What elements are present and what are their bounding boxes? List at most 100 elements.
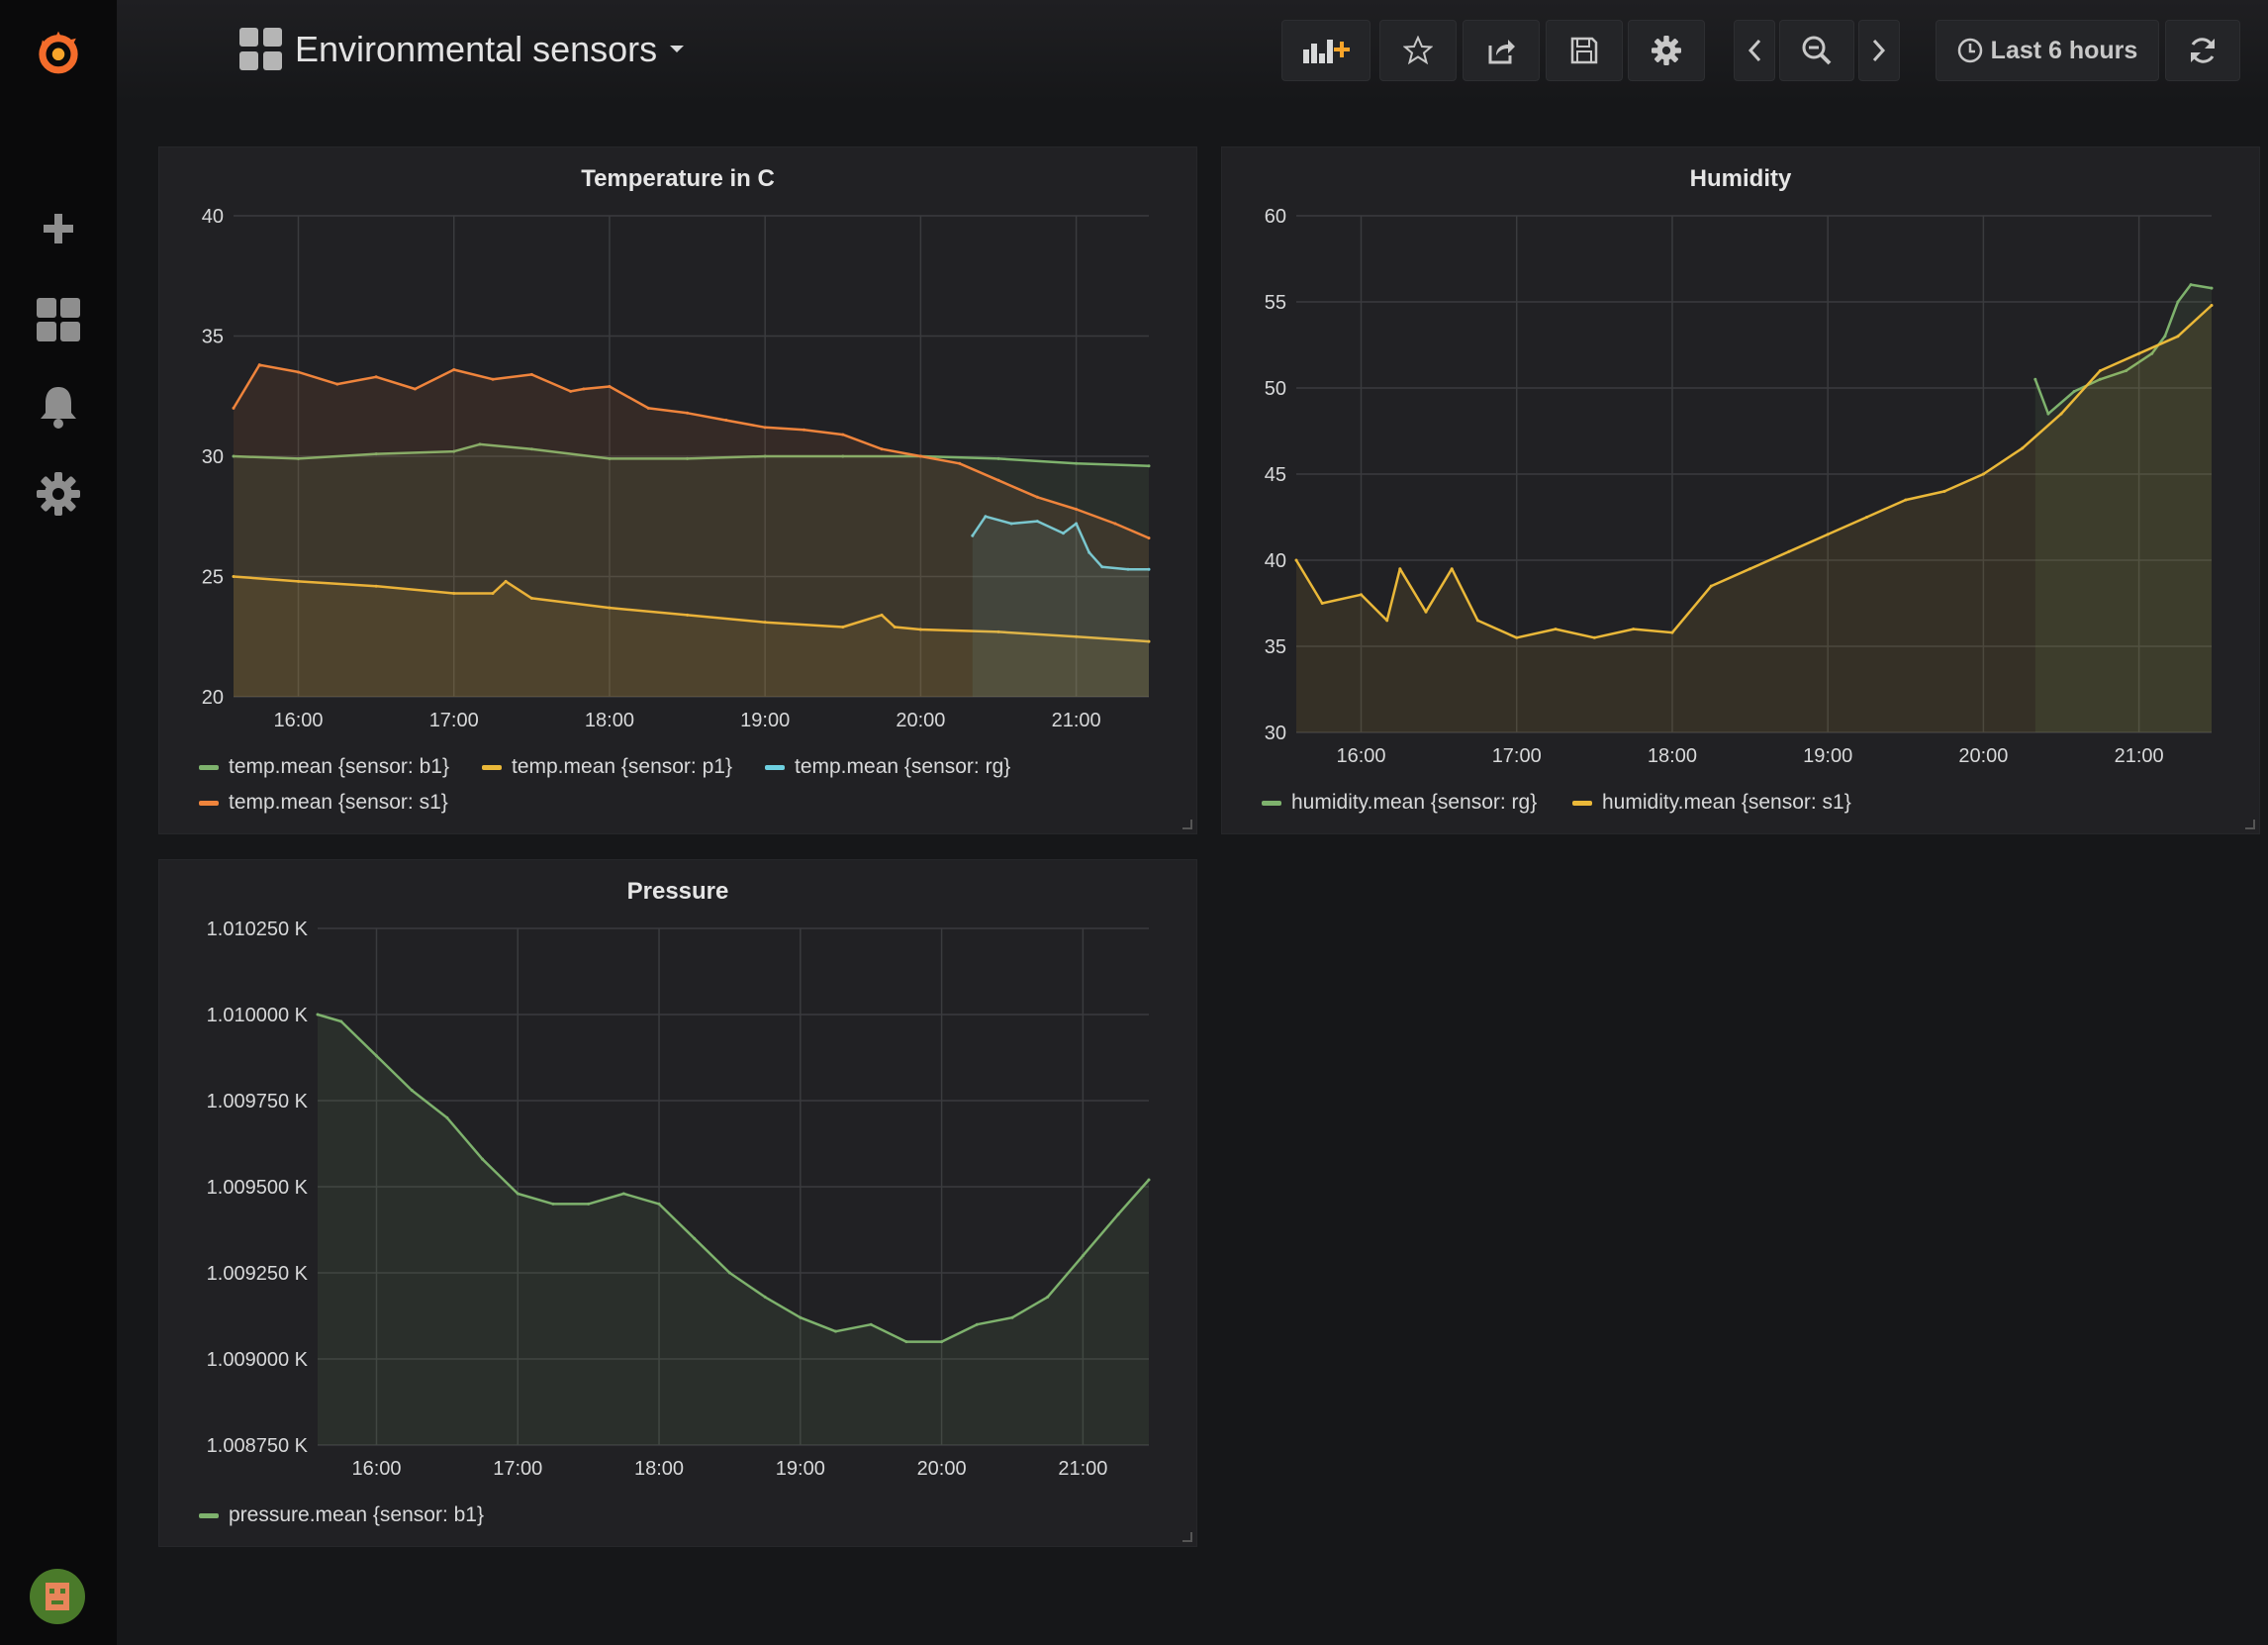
humidity-chart[interactable]: 30 35 40 45 50 55 60 16:00 17:00 18:00 19:00 20:00 2… bbox=[1222, 147, 2261, 781]
series-line[interactable] bbox=[971, 515, 1149, 571]
series-area bbox=[972, 516, 1149, 697]
data-point bbox=[727, 1271, 731, 1275]
data-point bbox=[232, 575, 236, 578]
data-point bbox=[841, 433, 845, 436]
data-point bbox=[880, 613, 884, 617]
time-forward-button[interactable] bbox=[1858, 20, 1900, 81]
y-tick-label: 55 bbox=[1265, 292, 1286, 314]
settings-button[interactable] bbox=[1628, 20, 1705, 81]
data-point bbox=[374, 375, 378, 379]
data-point bbox=[374, 1054, 378, 1058]
resize-handle[interactable] bbox=[1182, 820, 1192, 829]
data-point bbox=[996, 456, 1000, 460]
bell-icon[interactable] bbox=[34, 382, 83, 432]
caret-down-icon bbox=[670, 46, 685, 52]
legend-label: temp.mean {sensor: b1} bbox=[229, 755, 449, 778]
data-point bbox=[452, 449, 456, 453]
data-point bbox=[1424, 610, 1428, 614]
data-point bbox=[410, 1089, 414, 1093]
data-point bbox=[802, 428, 805, 432]
data-point bbox=[491, 377, 495, 381]
data-point bbox=[841, 626, 845, 629]
x-tick-label: 21:00 bbox=[1052, 710, 1101, 731]
y-tick-label: 30 bbox=[1265, 723, 1286, 744]
gear-icon bbox=[1652, 36, 1681, 65]
data-point bbox=[869, 1322, 873, 1326]
data-point bbox=[516, 1192, 520, 1196]
refresh-button[interactable] bbox=[2165, 20, 2240, 81]
legend-item[interactable]: temp.mean {sensor: p1} bbox=[482, 755, 732, 779]
panel-title[interactable]: Temperature in C bbox=[581, 165, 775, 192]
time-range-picker[interactable]: Last 6 hours bbox=[1936, 20, 2159, 81]
data-point bbox=[2072, 389, 2076, 393]
series-line[interactable] bbox=[232, 363, 1150, 539]
resize-handle[interactable] bbox=[2245, 820, 2255, 829]
data-point bbox=[445, 1115, 449, 1119]
legend-item[interactable]: pressure.mean {sensor: b1} bbox=[199, 1503, 484, 1527]
add-panel-icon bbox=[1303, 40, 1350, 63]
y-tick-label: 45 bbox=[1265, 464, 1286, 486]
y-tick-label: 1.008750 K bbox=[207, 1435, 309, 1457]
x-tick-label: 18:00 bbox=[634, 1458, 684, 1480]
grafana-logo-icon[interactable] bbox=[34, 28, 83, 77]
series-area bbox=[318, 1015, 1149, 1445]
data-point bbox=[940, 1340, 944, 1344]
add-panel-button[interactable] bbox=[1281, 20, 1370, 81]
pressure-chart[interactable]: 1.008750 K 1.009000 K 1.009250 K 1.009500 K… bbox=[159, 860, 1198, 1494]
time-back-button[interactable] bbox=[1734, 20, 1775, 81]
star-button[interactable] bbox=[1379, 20, 1457, 81]
series-area bbox=[2034, 284, 2212, 732]
data-point bbox=[1113, 522, 1117, 526]
data-point bbox=[693, 1236, 697, 1240]
data-point bbox=[686, 411, 690, 415]
x-tick-label: 16:00 bbox=[1336, 745, 1385, 767]
user-avatar[interactable] bbox=[30, 1569, 85, 1624]
clock-icon bbox=[1957, 38, 1982, 63]
legend-swatch bbox=[1262, 800, 1281, 806]
legend-item[interactable]: temp.mean {sensor: rg} bbox=[765, 755, 1010, 779]
data-point bbox=[504, 579, 508, 583]
data-point bbox=[621, 1192, 625, 1196]
legend-swatch bbox=[199, 800, 219, 806]
data-point bbox=[763, 426, 767, 430]
data-point bbox=[582, 387, 586, 391]
legend-item[interactable]: humidity.mean {sensor: s1} bbox=[1572, 791, 1851, 815]
data-point bbox=[918, 628, 922, 631]
data-point bbox=[918, 454, 922, 458]
y-tick-label: 35 bbox=[1265, 636, 1286, 658]
legend-item[interactable]: temp.mean {sensor: b1} bbox=[199, 755, 449, 779]
data-point bbox=[686, 613, 690, 617]
data-point bbox=[1515, 635, 1519, 639]
temperature-chart[interactable]: 20 25 30 35 40 16:00 17:00 18:00 19:00 20:00 21:00 bbox=[159, 147, 1198, 741]
share-button[interactable] bbox=[1463, 20, 1540, 81]
data-point bbox=[1010, 1315, 1014, 1319]
legend-item[interactable]: temp.mean {sensor: s1} bbox=[199, 791, 448, 815]
dashboards-grid-icon bbox=[239, 28, 282, 70]
dashboard-picker[interactable]: Environmental sensors bbox=[239, 28, 685, 71]
resize-handle[interactable] bbox=[1182, 1532, 1192, 1542]
x-tick-label: 20:00 bbox=[917, 1458, 967, 1480]
legend-swatch bbox=[482, 764, 502, 770]
series-line[interactable] bbox=[233, 442, 1150, 467]
chevron-right-icon bbox=[1872, 39, 1886, 62]
x-tick-label: 19:00 bbox=[1803, 745, 1852, 767]
data-point bbox=[975, 1322, 979, 1326]
panel-title[interactable]: Humidity bbox=[1689, 165, 1792, 192]
data-point bbox=[686, 456, 690, 460]
save-button[interactable] bbox=[1546, 20, 1623, 81]
data-point bbox=[1294, 558, 1298, 562]
legend-item[interactable]: humidity.mean {sensor: rg} bbox=[1262, 791, 1537, 815]
zoom-out-icon bbox=[1802, 36, 1832, 65]
plus-icon[interactable] bbox=[34, 204, 83, 253]
panel-title[interactable]: Pressure bbox=[626, 878, 729, 905]
dashboards-grid-icon[interactable] bbox=[34, 295, 83, 344]
y-tick-label: 1.009750 K bbox=[207, 1091, 309, 1113]
y-tick-label: 1.009000 K bbox=[207, 1349, 309, 1371]
y-tick-label: 1.009250 K bbox=[207, 1263, 309, 1285]
data-point bbox=[297, 370, 301, 374]
series-line[interactable] bbox=[2033, 283, 2213, 416]
gear-icon[interactable] bbox=[34, 469, 83, 519]
zoom-out-button[interactable] bbox=[1779, 20, 1854, 81]
legend-swatch bbox=[199, 764, 219, 770]
data-point bbox=[2021, 446, 2025, 450]
